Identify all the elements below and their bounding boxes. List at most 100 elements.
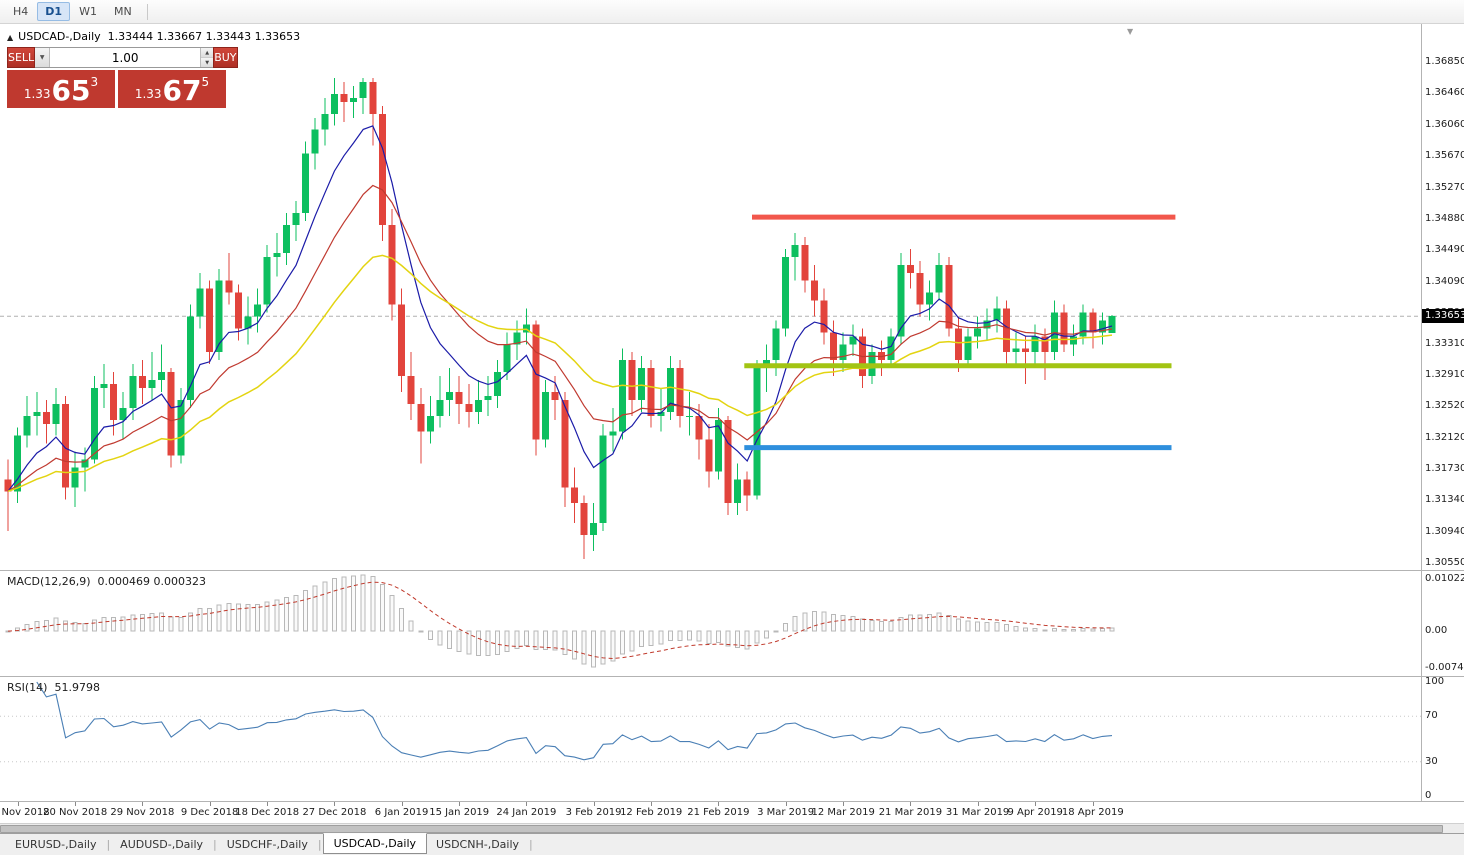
chart-tab-usdcad[interactable]: USDCAD-,Daily [322, 832, 428, 854]
price-scale-label: 1.36850 [1425, 56, 1464, 68]
macd-scale-label: -0.0074477 [1425, 662, 1464, 673]
tab-separator: | [213, 838, 217, 851]
candles [4, 78, 1116, 559]
time-axis-label: 6 Jan 2019 [374, 807, 429, 818]
time-axis-label: 21 Mar 2019 [878, 807, 943, 818]
rsi-value: 51.9798 [54, 681, 100, 694]
time-axis-tick [977, 802, 979, 806]
collapse-panel-icon[interactable]: ▲ [7, 33, 14, 42]
time-axis-tick [267, 802, 269, 806]
price-scale-label: 1.33310 [1425, 337, 1464, 349]
time-axis-tick [334, 802, 336, 806]
buy-price-pips: 67 [162, 74, 202, 107]
sell-price-pips: 65 [51, 74, 91, 107]
chart-shift-marker-icon[interactable]: ▼ [1127, 27, 1134, 36]
time-axis-tick [1035, 802, 1037, 806]
time-axis-tick [209, 802, 211, 806]
macd-indicator-label: MACD(12,26,9) 0.000469 0.000323 [7, 575, 206, 588]
time-axis-label: 20 Nov 2018 [43, 807, 108, 818]
horizontal-scrollbar [0, 823, 1464, 833]
rsi-indicator-canvas[interactable] [0, 677, 1421, 801]
scrollbar-thumb[interactable] [0, 825, 1443, 833]
time-axis-label: 15 Jan 2019 [429, 807, 490, 818]
time-axis-tick [785, 802, 787, 806]
time-axis-label: 9 Dec 2018 [180, 807, 239, 818]
volume-dropdown-icon[interactable]: ▼ [35, 48, 51, 67]
price-scale-label: 1.34090 [1425, 275, 1464, 287]
macd-scale-label: 0.0102229 [1425, 573, 1464, 584]
timeframe-toolbar: H4 D1 W1 MN [0, 0, 1464, 24]
time-axis-label: 21 Feb 2019 [687, 807, 750, 818]
pane-separator [0, 801, 1464, 802]
rsi-scale[interactable]: 100 70 30 0 [1422, 676, 1464, 801]
pane-separator[interactable] [0, 676, 1464, 677]
timeframe-button-w1[interactable]: W1 [79, 5, 97, 18]
price-scale-label: 1.36060 [1425, 118, 1464, 130]
time-axis-label: 3 Feb 2019 [565, 807, 622, 818]
timeframe-button-d1[interactable]: D1 [37, 2, 71, 21]
toolbar-separator [146, 3, 148, 20]
price-scale-label: 1.35270 [1425, 181, 1464, 193]
time-axis-tick [17, 802, 19, 806]
sell-button[interactable]: SELL [7, 47, 36, 68]
volume-input[interactable] [50, 48, 201, 67]
macd-indicator-canvas[interactable] [0, 571, 1421, 676]
tab-separator: | [106, 838, 111, 851]
price-scale-label: 1.36460 [1425, 87, 1464, 99]
sell-price-base: 1.33 [23, 87, 51, 101]
time-axis-label: 12 Mar 2019 [811, 807, 875, 818]
chart-tab-usdcnh[interactable]: USDCNH-,Daily [436, 838, 520, 851]
time-axis-label: 29 Nov 2018 [110, 807, 175, 818]
rsi-line [36, 681, 1113, 761]
volume-increase-icon[interactable]: ▲ [201, 48, 214, 58]
time-axis-tick [910, 802, 912, 806]
price-scale[interactable]: 1.36850 1.36460 1.36060 1.35670 1.35270 1.348… [1422, 24, 1464, 570]
tab-separator: | [529, 838, 533, 851]
price-scale-label: 1.30550 [1425, 556, 1464, 568]
ohlc-values: 1.33444 1.33667 1.33443 1.33653 [107, 30, 301, 43]
time-axis-label: 31 Mar 2019 [945, 807, 1010, 818]
buy-price-button[interactable]: 1.33 67 5 [118, 70, 226, 108]
tab-separator: | [317, 838, 322, 851]
chart-tab-eurusd[interactable]: EURUSD-,Daily [15, 838, 97, 851]
price-chart-canvas[interactable] [0, 24, 1421, 570]
volume-spinner: ▲ ▼ [200, 48, 214, 67]
chart-symbol-title: ▲ USDCAD-,Daily 1.33444 1.33667 1.33443 1.… [7, 30, 300, 43]
price-scale-label: 1.32520 [1425, 400, 1464, 412]
sell-price-button[interactable]: 1.33 65 3 [7, 70, 115, 108]
price-scale-label: 1.32120 [1425, 432, 1464, 444]
price-scale-label: 1.34490 [1425, 243, 1464, 255]
pane-separator[interactable] [0, 570, 1464, 571]
price-scale-label: 1.34880 [1425, 212, 1464, 224]
macd-signal-line [7, 581, 1112, 660]
price-scale-label: 1.31730 [1425, 463, 1464, 475]
volume-control: ▼ ▲ ▼ [35, 47, 214, 68]
macd-values: 0.000469 0.000323 [97, 575, 207, 588]
time-axis-label: 18 Dec 2018 [235, 807, 300, 818]
rsi-scale-label: 0 [1425, 790, 1432, 801]
rsi-name: RSI(14) [7, 681, 48, 694]
time-axis-label: 12 Feb 2019 [620, 807, 683, 818]
rsi-indicator-label: RSI(14) 51.9798 [7, 681, 100, 694]
macd-histogram [5, 574, 1115, 668]
timeframe-button-mn[interactable]: MN [113, 5, 132, 18]
chart-tab-usdchf[interactable]: USDCHF-,Daily [226, 838, 308, 851]
macd-scale[interactable]: 0.0102229 0.00 -0.0074477 [1422, 571, 1464, 676]
time-axis-label: 18 Apr 2019 [1061, 807, 1124, 818]
symbol-name: USDCAD-,Daily [18, 30, 101, 43]
time-axis-label: 11 Nov 2018 [0, 807, 50, 818]
price-scale-label: 1.35670 [1425, 149, 1464, 161]
ma-line-8 [7, 125, 1113, 492]
price-scale-label: 1.30940 [1425, 525, 1464, 537]
time-axis-tick [843, 802, 845, 806]
time-axis-label: 27 Dec 2018 [302, 807, 367, 818]
time-axis-tick [1092, 802, 1094, 806]
timeframe-button-h4[interactable]: H4 [13, 5, 29, 18]
chart-tab-audusd[interactable]: AUDUSD-,Daily [120, 838, 204, 851]
time-axis-tick [401, 802, 403, 806]
buy-button[interactable]: BUY [213, 47, 238, 68]
timeframe-buttons: H4 D1 W1 MN [5, 2, 154, 21]
one-click-trading-panel: SELL ▼ ▲ ▼ BUY 1.33 65 3 1.33 67 5 [7, 47, 238, 108]
volume-decrease-icon[interactable]: ▼ [201, 58, 214, 67]
